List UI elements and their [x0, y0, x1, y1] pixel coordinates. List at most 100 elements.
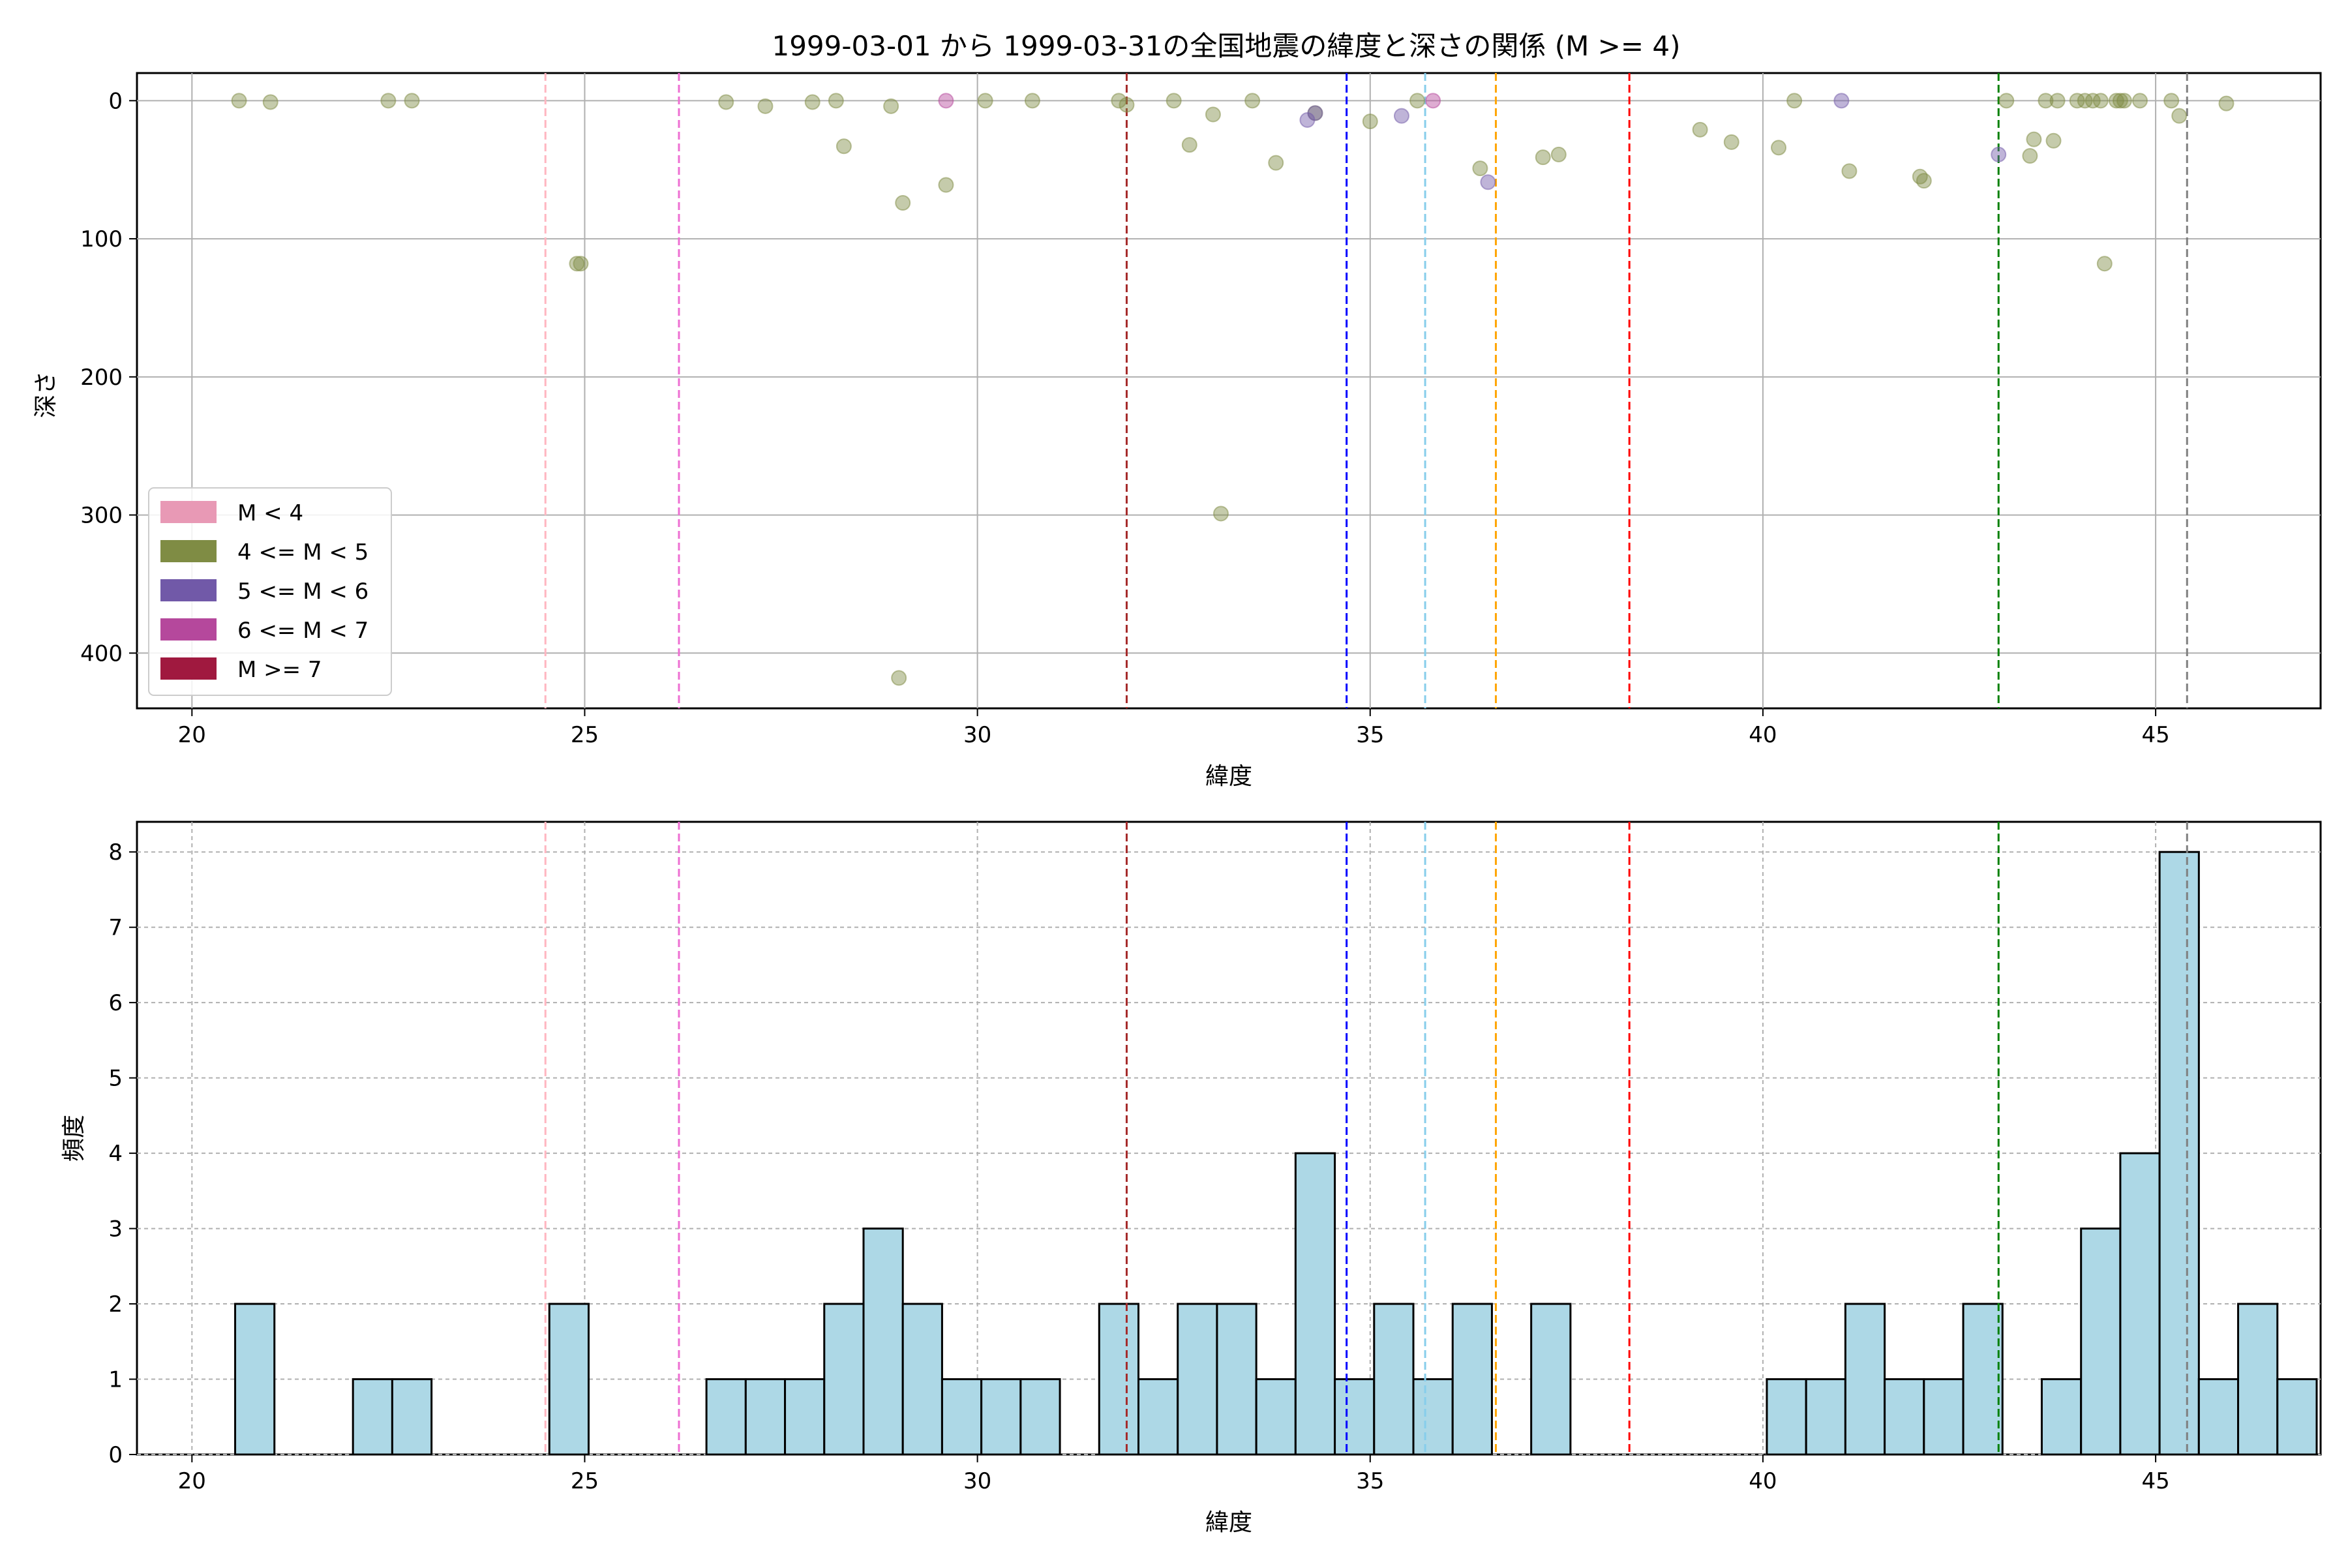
- histogram-bar: [1255, 1378, 1297, 1456]
- scatter-point: [1841, 163, 1858, 179]
- histogram-y-tick-label: 8: [108, 839, 123, 866]
- legend-label: 5 <= M < 6: [237, 579, 369, 605]
- histogram-x-ticks: 20 25 30 35 40 45: [178, 1455, 2170, 1494]
- scatter-point: [1472, 160, 1488, 177]
- histogram-bar: [744, 1378, 787, 1456]
- scatter-point: [1723, 134, 1739, 150]
- histogram-bar: [1451, 1303, 1493, 1456]
- scatter-x-tick-label: 45: [2141, 722, 2169, 748]
- scatter-point: [804, 94, 820, 110]
- histogram-y-tick-label: 2: [108, 1291, 123, 1318]
- histogram-bar: [391, 1378, 433, 1456]
- histogram-bar: [862, 1228, 904, 1456]
- scatter-point: [2132, 93, 2148, 109]
- scatter-point: [404, 93, 420, 109]
- scatter-point: [977, 93, 993, 109]
- scatter-point: [757, 98, 774, 114]
- histogram-bar: [1530, 1303, 1572, 1456]
- histogram-bar: [1177, 1303, 1218, 1456]
- scatter-x-tick-label: 20: [178, 722, 206, 748]
- scatter-point: [2026, 131, 2042, 147]
- histogram-y-ticks: 0 1 2 3 4 5 6 7 8: [108, 839, 137, 1468]
- legend-box: [148, 487, 392, 696]
- histogram-x-axis-label: 緯度: [1205, 1509, 1252, 1536]
- scatter-point: [891, 670, 907, 686]
- scatter-point: [938, 93, 954, 109]
- histogram-bar: [234, 1303, 276, 1456]
- scatter-point: [2045, 132, 2062, 149]
- histogram-bar: [705, 1378, 747, 1456]
- scatter-point: [1212, 505, 1229, 522]
- scatter-y-tick-label: 0: [108, 88, 123, 114]
- scatter-point: [2022, 148, 2038, 164]
- histogram-y-tick-label: 5: [108, 1066, 123, 1092]
- histogram-bar: [2276, 1378, 2318, 1456]
- scatter-point: [1771, 140, 1787, 156]
- histogram-bar: [1019, 1378, 1061, 1456]
- histogram-bar: [2158, 851, 2200, 1456]
- scatter-x-tick-label: 25: [571, 722, 599, 748]
- scatter-point: [1307, 105, 1323, 121]
- scatter-point: [1393, 108, 1409, 124]
- scatter-point: [1480, 174, 1496, 190]
- histogram-bar: [784, 1378, 826, 1456]
- scatter-point: [573, 256, 589, 272]
- scatter-point: [835, 138, 852, 155]
- scatter-y-axis-label: 深さ: [33, 371, 59, 418]
- scatter-point: [883, 98, 899, 114]
- scatter-y-tick-label: 400: [80, 641, 123, 667]
- scatter-point: [380, 93, 397, 109]
- scatter-point: [1833, 93, 1850, 109]
- legend-label: 6 <= M < 7: [237, 618, 369, 644]
- histogram-bar: [1923, 1378, 1964, 1456]
- histogram-bar: [1294, 1152, 1336, 1456]
- scatter-legend: M < 4 4 <= M < 5 5 <= M < 6 6 <= M < 7 M >= …: [148, 487, 392, 696]
- scatter-point: [2108, 93, 2124, 109]
- scatter-point: [1692, 121, 1708, 138]
- scatter-x-ticks: 20 25 30 35 40 45: [178, 708, 2170, 748]
- scatter-point: [2218, 95, 2235, 112]
- legend-swatch: [160, 540, 217, 562]
- histogram-y-axis-label: 頻度: [61, 1115, 87, 1162]
- scatter-x-tick-label: 30: [963, 722, 991, 748]
- scatter-point: [895, 195, 911, 211]
- histogram-bar: [1137, 1378, 1179, 1456]
- histogram-bar: [1884, 1378, 1925, 1456]
- scatter-point: [2092, 93, 2109, 109]
- histogram-y-tick-label: 3: [108, 1216, 123, 1243]
- scatter-point: [569, 256, 585, 272]
- histogram-y-tick-label: 1: [108, 1367, 123, 1393]
- histogram-bar: [1766, 1378, 1807, 1456]
- figure-title: 1999-03-01 から 1999-03-31の全国地震の緯度と深さの関係 (…: [772, 30, 1680, 62]
- legend-swatch: [160, 579, 217, 601]
- histogram-bar: [2237, 1303, 2279, 1456]
- histogram-bar: [2119, 1152, 2161, 1456]
- histogram-bar: [352, 1378, 393, 1456]
- histogram-x-tick-label: 20: [178, 1468, 206, 1494]
- scatter-point: [1362, 113, 1378, 130]
- histogram-x-tick-label: 30: [963, 1468, 991, 1494]
- legend-label: M >= 7: [237, 657, 322, 683]
- scatter-point: [1535, 149, 1551, 166]
- scatter-point: [1550, 146, 1567, 162]
- histogram-y-tick-label: 6: [108, 990, 123, 1016]
- legend-swatch: [160, 501, 217, 523]
- scatter-point: [1409, 93, 1426, 109]
- histogram-x-tick-label: 25: [571, 1468, 599, 1494]
- scatter-point: [828, 93, 844, 109]
- scatter-x-tick-label: 35: [1356, 722, 1384, 748]
- histogram-y-tick-label: 7: [108, 915, 123, 941]
- histogram-bar: [2080, 1228, 2122, 1456]
- scatter-point: [2116, 93, 2132, 109]
- legend-label: M < 4: [237, 500, 303, 526]
- scatter-reference-lines: [544, 73, 2188, 708]
- scatter-point: [2069, 93, 2085, 109]
- histogram-bar: [1805, 1378, 1846, 1456]
- histogram-bar: [980, 1378, 1022, 1456]
- scatter-y-tick-label: 100: [80, 226, 123, 252]
- scatter-x-tick-label: 40: [1749, 722, 1777, 748]
- scatter-y-tick-label: 200: [80, 365, 123, 391]
- scatter-point: [1244, 93, 1261, 109]
- scatter-gridlines: [137, 73, 2321, 708]
